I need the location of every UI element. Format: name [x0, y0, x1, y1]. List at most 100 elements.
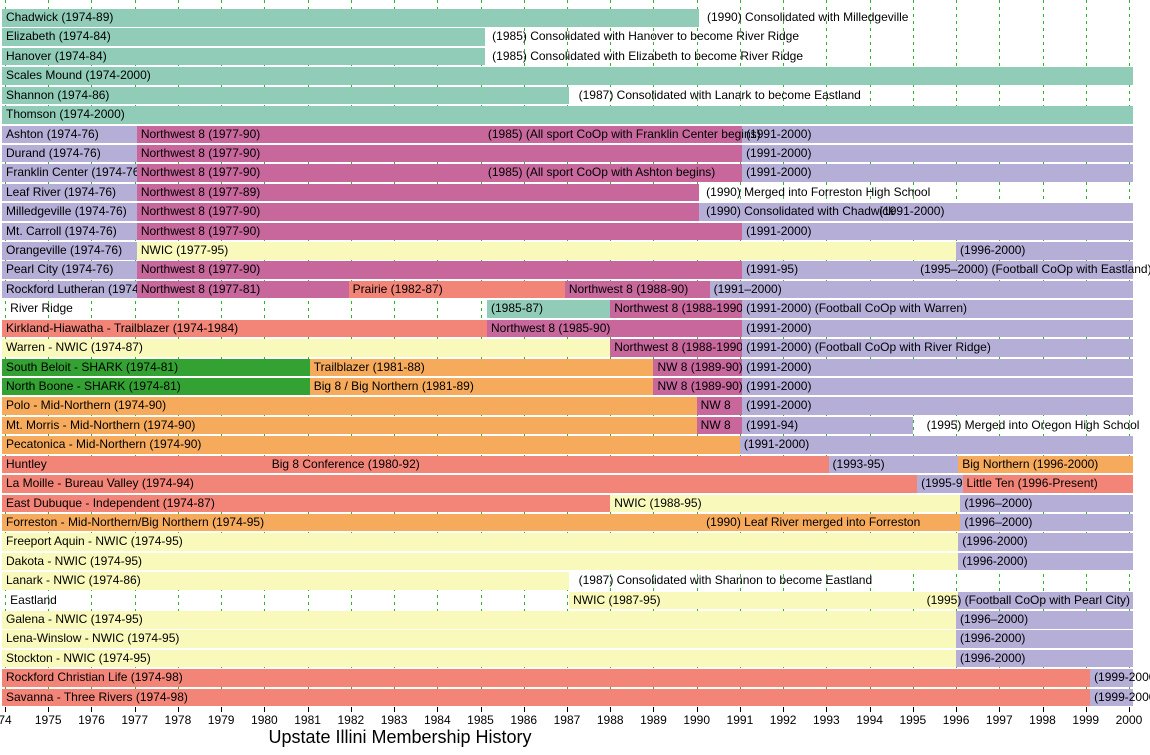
timeline-row: Elizabeth (1974-84) (1985) Consolidated w…	[0, 28, 1150, 46]
segment-label: (1996-2000)	[962, 553, 1028, 568]
bar-segment	[1090, 688, 1134, 707]
axis-tick	[783, 707, 785, 712]
bar-segment	[2, 47, 485, 66]
bar-segment	[960, 513, 1134, 532]
segment-label: (1996-2000)	[960, 631, 1026, 646]
bar-segment	[2, 533, 959, 551]
axis-tick	[653, 707, 655, 712]
timeline-row: Stockton - NWIC (1974-95) (1996-2000)	[0, 649, 1150, 668]
bar-segment	[136, 261, 743, 279]
axis-tick-label: 1998	[1029, 713, 1056, 727]
segment-label: Rockford Christian Life (1974-98)	[6, 670, 183, 685]
annotation: (1985) Consolidated with Hanover to beco…	[492, 29, 799, 44]
segment-label: (1991-2000)	[746, 223, 812, 238]
axis-tick	[91, 707, 93, 712]
segment-label: (1991-2000)	[746, 320, 812, 335]
segment-label: NW 8	[700, 398, 731, 413]
annotation: (1991-2000)	[879, 204, 945, 219]
segment-label: (1999-2000)	[1094, 689, 1150, 704]
axis-tick-label: 1997	[985, 713, 1013, 727]
bar-segment	[709, 280, 1134, 299]
bar-segment	[742, 416, 913, 435]
bar-segment	[1090, 669, 1134, 687]
axis-tick-label: 1991	[726, 713, 754, 727]
bar-segment	[742, 164, 1134, 182]
axis-tick	[134, 707, 136, 712]
bar-segment	[2, 669, 1091, 687]
bar-segment	[2, 339, 611, 357]
timeline-row: Savanna - Three Rivers (1974-98) (1999-20…	[0, 688, 1150, 707]
segment-label: NWIC (1977-95)	[140, 243, 229, 258]
axis-tick	[221, 707, 223, 712]
segment-label: (1996–2000)	[964, 514, 1033, 529]
segment-label: Northwest 8 (1977-90)	[140, 262, 261, 277]
axis-tick	[307, 707, 309, 712]
segment-label: (1996–2000)	[964, 495, 1033, 510]
segment-label: Freeport Aquin - NWIC (1974-95)	[6, 534, 183, 549]
axis-tick-label: 1989	[640, 713, 667, 727]
bar-segment	[742, 377, 1134, 396]
bar-segment	[2, 688, 1091, 707]
axis-tick-label: 1999	[1072, 713, 1100, 727]
bar-segment	[309, 358, 654, 377]
segment-label: Little Ten (1996-Present)	[966, 476, 1098, 491]
bar-segment	[958, 552, 1134, 571]
segment-label: Prairie (1982-87)	[352, 281, 443, 296]
segment-label: (1991-2000)	[746, 126, 812, 141]
segment-label: Stockton - NWIC (1974-95)	[6, 650, 151, 665]
segment-label: Northwest 8 (1988-1990)	[614, 301, 747, 316]
axis-tick	[1128, 707, 1130, 712]
bar-segment	[742, 300, 1134, 318]
bar-segment	[653, 377, 743, 396]
segment-label: South Beloit - SHARK (1974-81)	[6, 359, 179, 374]
timeline-row: (1985-87) Northwest 8 (1988-1990) (1991-20…	[0, 300, 1150, 318]
axis-tick-label: 1981	[294, 713, 321, 727]
bar-segment	[2, 242, 137, 260]
bar-segment	[2, 494, 611, 512]
bar-segment	[2, 183, 137, 202]
axis-tick	[956, 707, 958, 712]
bar-segment	[136, 242, 957, 260]
annotation: (1985) Consolidated with Elizabeth to be…	[492, 48, 804, 63]
bar-segment	[742, 222, 1134, 241]
axis-tick	[5, 707, 6, 712]
axis-tick	[912, 707, 914, 712]
timeline-row: Lena-Winslow - NWIC (1974-95) (1996-2000)	[0, 630, 1150, 648]
segment-label: NW 8	[700, 417, 731, 432]
axis-tick-label: 1979	[207, 713, 235, 727]
axis-tick	[480, 707, 482, 712]
segment-label: Northwest 8 (1988-1990)	[614, 340, 747, 355]
bar-segment	[696, 397, 743, 415]
segment-label: Rockford Lutheran (1974-76)	[6, 281, 161, 296]
bar-segment	[610, 494, 961, 512]
segment-label: North Boone - SHARK (1974-81)	[6, 378, 181, 393]
segment-label: (1991-2000)	[746, 378, 812, 393]
segment-label: Franklin Center (1974-76)	[6, 165, 144, 180]
bar-segment	[2, 475, 918, 493]
segment-label: Northwest 8 (1977-89)	[140, 184, 261, 199]
timeline-row: Rockford Lutheran (1974-76) Northwest 8 (…	[0, 280, 1150, 299]
axis-tick	[1085, 707, 1087, 712]
axis-tick-label: 1988	[596, 713, 624, 727]
bar-segment	[2, 125, 137, 144]
bar-segment	[2, 203, 137, 221]
bar-segment	[2, 455, 829, 474]
bar-segment	[958, 533, 1134, 551]
bar-segment	[2, 164, 137, 182]
annotation: (1985) (All sport CoOp with Franklin Cen…	[487, 126, 761, 141]
timeline-row: La Moille - Bureau Valley (1974-94) (1995…	[0, 475, 1150, 493]
segment-label: Orangeville (1974-76)	[6, 243, 123, 258]
segment-label: Big Northern (1996-2000)	[962, 456, 1099, 471]
segment-label: Milledgeville (1974-76)	[6, 204, 127, 219]
segment-label: Mt. Carroll (1974-76)	[6, 223, 117, 238]
segment-label: Leaf River (1974-76)	[6, 184, 117, 199]
axis-tick	[696, 707, 698, 712]
bar-segment	[2, 280, 137, 299]
axis-tick-label: 1990	[683, 713, 711, 727]
axis-tick	[739, 707, 741, 712]
segment-label: (1993-95)	[832, 456, 885, 471]
bar-segment	[2, 261, 137, 279]
bar-segment	[742, 358, 1134, 377]
bar-segment	[2, 358, 310, 377]
